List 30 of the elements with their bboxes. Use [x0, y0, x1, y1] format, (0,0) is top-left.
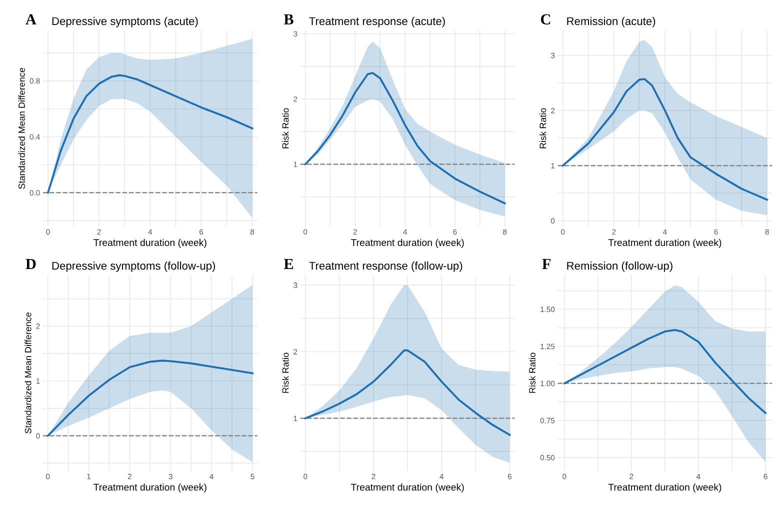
- chart-title: Treatment response (follow-up): [309, 262, 462, 272]
- text: F: [542, 258, 551, 269]
- x-axis-title: Treatment duration (week): [608, 238, 722, 248]
- y-axis-title: Risk Ratio: [282, 108, 289, 148]
- text: D: [26, 258, 36, 269]
- x-axis-title: Treatment duration (week): [94, 484, 206, 493]
- chart-title: Treatment response (acute): [309, 16, 445, 28]
- text: C: [540, 14, 550, 24]
- line-series: [562, 78, 768, 201]
- x-axis-title: Treatment duration (week): [350, 484, 464, 493]
- y-axis-title: Standardized Mean Difference: [24, 312, 32, 434]
- x-axis-title: Treatment duration (week): [94, 238, 206, 248]
- text: A: [26, 14, 36, 24]
- line-series: [47, 74, 254, 194]
- chart-title: Remission (acute): [567, 16, 656, 28]
- text: E: [284, 258, 294, 269]
- y-axis-title: Risk Ratio: [282, 352, 289, 393]
- line-series: [304, 349, 511, 436]
- chart-title: Remission (follow-up): [567, 262, 672, 272]
- line-series: [563, 329, 766, 414]
- text: B: [284, 14, 294, 24]
- chart-title: Depressive symptoms (acute): [52, 16, 198, 28]
- x-axis-title: Treatment duration (week): [350, 238, 464, 248]
- y-axis-title: Risk Ratio: [528, 352, 536, 393]
- x-axis-title: Treatment duration (week): [608, 484, 722, 493]
- line-series: [304, 72, 506, 204]
- y-axis-title: Risk Ratio: [539, 108, 546, 148]
- line-series: [46, 360, 254, 437]
- y-axis-title: Standardized Mean Difference: [18, 68, 25, 189]
- chart-title: Depressive symptoms (follow-up): [52, 262, 216, 272]
